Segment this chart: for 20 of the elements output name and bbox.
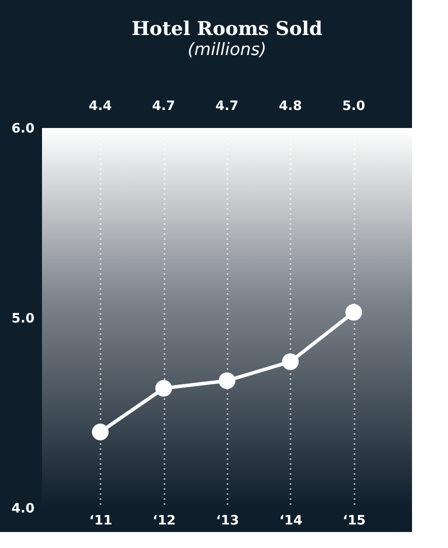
x-tick-label: ‘12 — [152, 514, 176, 528]
x-tick-label: ‘14 — [279, 514, 302, 528]
x-tick-label: ‘15 — [342, 514, 366, 528]
chart-subtitle: (millions) — [188, 40, 266, 60]
point — [345, 304, 362, 321]
chart-title: Hotel Rooms Sold — [132, 18, 322, 40]
point — [282, 353, 299, 370]
text: 4.4 — [88, 99, 112, 114]
text: 4.7 — [152, 99, 176, 114]
point — [155, 380, 172, 397]
point — [218, 372, 236, 390]
text: 4.8 — [278, 99, 302, 114]
y-tick-label: 4.0 — [11, 502, 34, 516]
text: 5.0 — [342, 99, 366, 114]
y-tick-label: 5.0 — [11, 312, 34, 326]
text: 4.7 — [215, 99, 239, 114]
x-tick-label: ‘13 — [216, 514, 240, 528]
point — [92, 424, 109, 440]
x-tick-label: ‘11 — [89, 514, 112, 528]
y-tick-label: 6.0 — [11, 122, 34, 136]
